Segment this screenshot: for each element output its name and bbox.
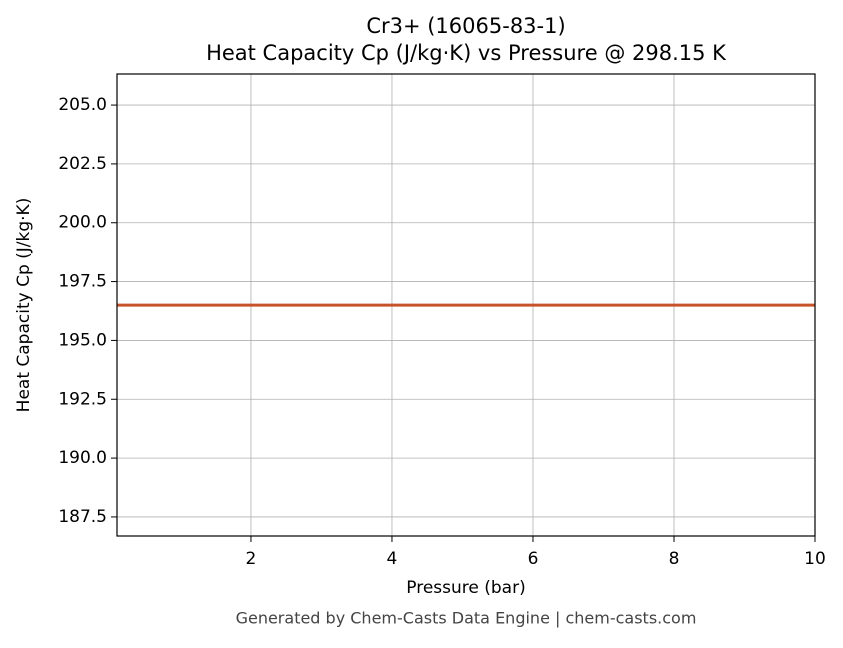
plot-frame (116, 73, 816, 537)
y-tick-label: 195.0 (58, 330, 107, 350)
y-tick-label: 197.5 (58, 272, 107, 292)
chart-subtitle: Heat Capacity Cp (J/kg·K) vs Pressure @ … (206, 41, 727, 65)
x-axis-label: Pressure (bar) (406, 578, 525, 598)
x-tick-label: 10 (804, 549, 826, 569)
footer: Generated by Chem-Casts Data Engine | ch… (236, 609, 697, 628)
x-tick-label: 6 (528, 549, 539, 569)
y-tick-label: 187.5 (58, 507, 107, 527)
y-tick-label: 190.0 (58, 448, 107, 468)
y-tick-label: 202.5 (58, 154, 107, 174)
x-tick-label: 4 (387, 549, 398, 569)
chart-title: Cr3+ (16065-83-1) (366, 14, 565, 38)
y-tick-label: 192.5 (58, 389, 107, 409)
x-tick-label: 8 (669, 549, 680, 569)
x-tick-label: 2 (246, 549, 257, 569)
y-axis-label: Heat Capacity Cp (J/kg·K) (14, 198, 34, 413)
y-tick-label: 200.0 (58, 213, 107, 233)
y-tick-label: 205.0 (58, 95, 107, 115)
